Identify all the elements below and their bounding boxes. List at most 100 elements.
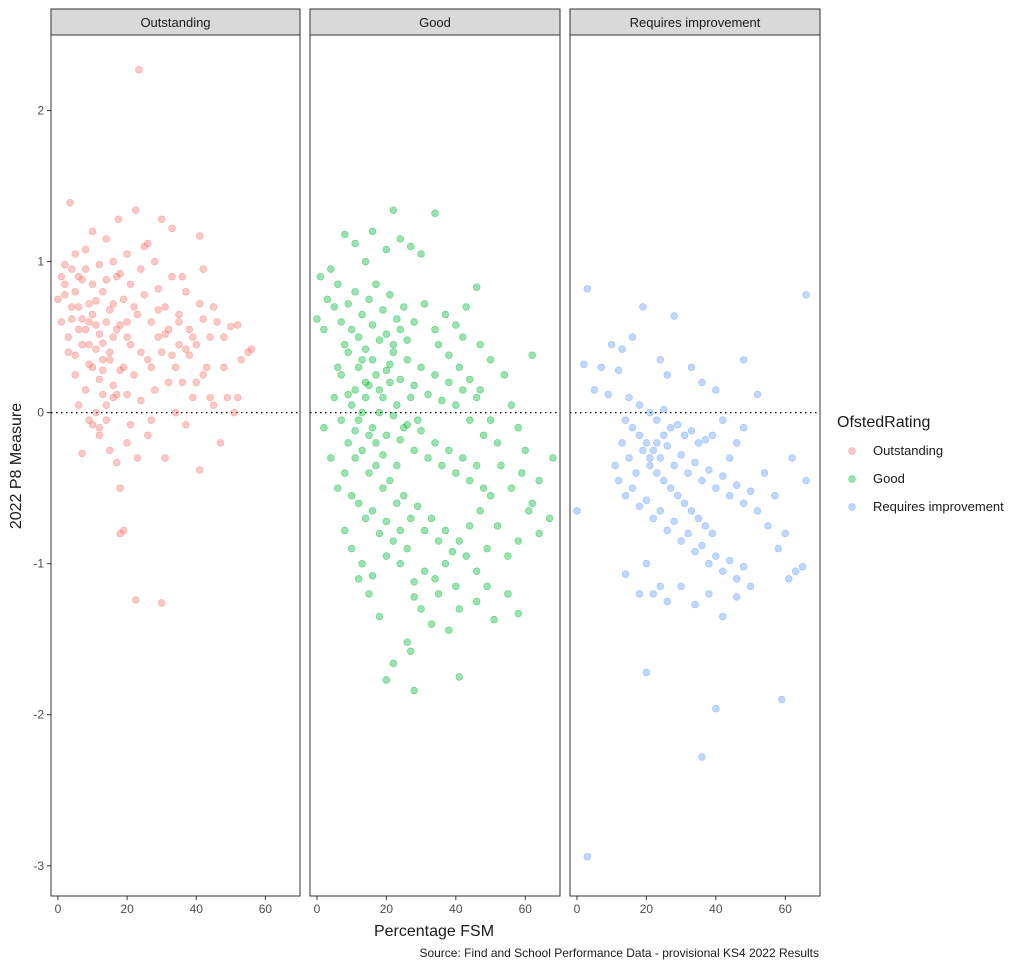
data-point: [660, 476, 668, 485]
data-point: [410, 593, 418, 601]
data-point: [358, 408, 366, 417]
data-point: [403, 544, 411, 553]
data-point: [621, 492, 630, 500]
data-point: [123, 439, 131, 447]
data-point: [698, 476, 706, 485]
data-point: [434, 590, 443, 598]
data-point: [535, 476, 543, 485]
data-point: [635, 401, 644, 409]
data-point: [621, 570, 630, 578]
data-point: [68, 315, 76, 323]
data-point: [635, 502, 644, 510]
data-point: [133, 454, 142, 462]
data-point: [81, 325, 90, 334]
data-point: [123, 390, 131, 399]
data-point: [327, 265, 335, 273]
data-point: [438, 396, 446, 405]
x-tick-label: 40: [709, 902, 723, 916]
data-point: [347, 492, 356, 500]
data-point: [358, 446, 366, 455]
data-point: [175, 318, 183, 326]
data-point: [452, 469, 460, 477]
y-tick-label: -1: [33, 557, 44, 571]
data-point: [234, 393, 242, 402]
facet-strip-label: Outstanding: [140, 15, 210, 30]
data-point: [760, 469, 769, 477]
data-point: [507, 484, 516, 492]
data-point: [123, 318, 131, 326]
data-point: [365, 381, 373, 390]
data-point: [61, 260, 69, 269]
data-point: [774, 544, 783, 553]
data-point: [583, 285, 592, 293]
data-point: [788, 454, 796, 462]
data-point: [199, 371, 207, 379]
data-point: [753, 390, 762, 399]
data-point: [628, 333, 637, 341]
data-point: [358, 559, 366, 568]
data-point: [375, 529, 384, 538]
data-point: [649, 446, 658, 455]
data-point: [368, 424, 377, 432]
data-point: [68, 303, 76, 311]
data-point: [701, 436, 710, 444]
data-point: [144, 431, 152, 439]
data-point: [413, 416, 422, 424]
data-point: [234, 321, 242, 329]
data-point: [642, 668, 651, 677]
data-point: [507, 401, 516, 409]
data-point: [334, 280, 342, 288]
data-point: [431, 325, 439, 334]
data-point: [802, 291, 810, 299]
data-point: [691, 458, 699, 467]
data-point: [684, 529, 692, 538]
data-point: [726, 454, 734, 462]
data-point: [375, 336, 384, 344]
data-point: [330, 393, 339, 402]
data-point: [382, 552, 391, 560]
data-point: [698, 753, 706, 761]
data-point: [455, 605, 464, 613]
data-point: [393, 499, 401, 507]
data-point: [113, 325, 121, 334]
data-point: [182, 421, 190, 429]
legend: Outstanding Good Requires improvement: [848, 443, 1004, 514]
data-point: [396, 325, 404, 334]
data-point: [431, 575, 439, 583]
y-tick-label: 1: [37, 255, 44, 269]
data-point: [614, 476, 623, 485]
data-point: [701, 522, 710, 530]
data-point: [368, 227, 377, 236]
legend-key: [848, 475, 856, 483]
data-point: [646, 408, 654, 417]
data-point: [628, 424, 637, 432]
data-point: [196, 466, 204, 474]
legend-label: Outstanding: [873, 443, 943, 458]
data-point: [164, 378, 173, 387]
data-point: [230, 408, 238, 417]
x-tick-label: 40: [449, 902, 463, 916]
data-point: [365, 295, 373, 304]
legend-label: Requires improvement: [873, 499, 1004, 514]
y-tick-label: -3: [33, 859, 44, 873]
data-point: [351, 427, 359, 435]
data-point: [178, 272, 187, 281]
data-point: [549, 454, 557, 462]
data-point: [354, 333, 363, 341]
data-point: [479, 431, 488, 439]
data-point: [486, 492, 495, 500]
data-point: [642, 496, 651, 504]
data-point: [102, 401, 111, 409]
data-point: [379, 393, 387, 402]
data-point: [78, 315, 86, 323]
data-point: [653, 469, 661, 477]
data-point: [372, 280, 380, 288]
data-point: [161, 454, 169, 462]
data-point: [199, 265, 207, 273]
data-point: [351, 239, 359, 248]
data-point: [410, 318, 418, 326]
data-point: [719, 416, 727, 424]
data-point: [140, 291, 149, 299]
data-point: [441, 559, 450, 568]
